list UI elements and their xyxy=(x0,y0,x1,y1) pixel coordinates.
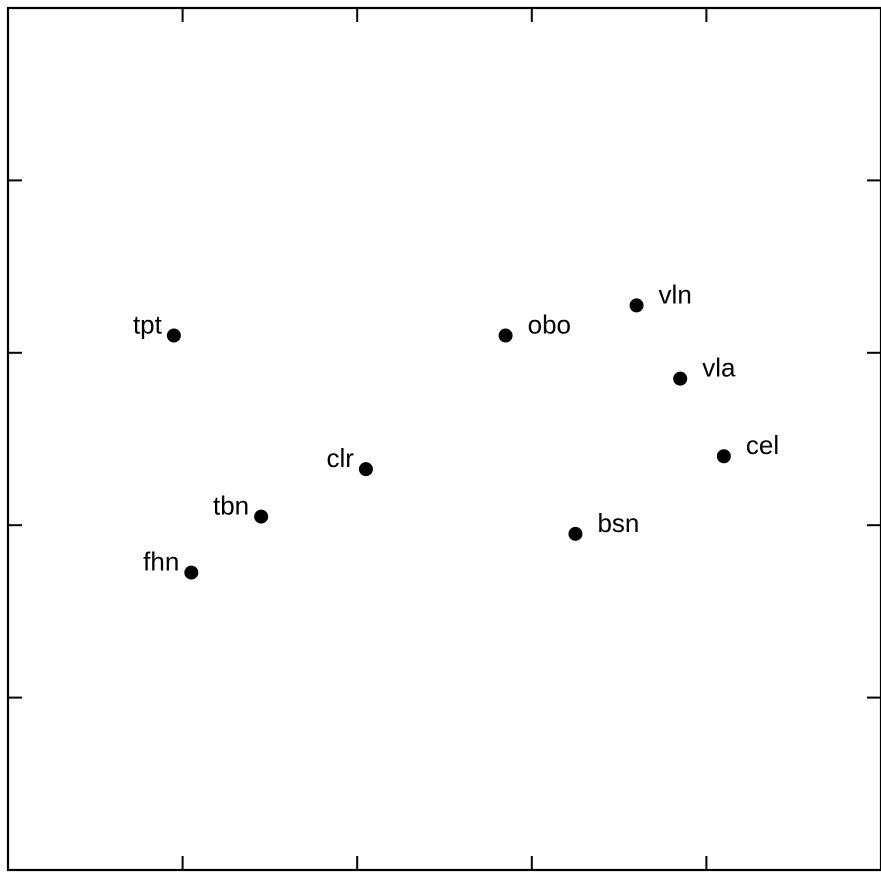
label-obo: obo xyxy=(528,310,571,340)
label-cel: cel xyxy=(746,430,779,460)
label-tpt: tpt xyxy=(133,310,163,340)
label-bsn: bsn xyxy=(597,508,639,538)
plot-frame xyxy=(6,6,881,872)
axis-ticks xyxy=(8,8,881,870)
point-bsn xyxy=(568,526,583,541)
point-cel xyxy=(716,449,731,464)
label-vln: vln xyxy=(659,279,692,309)
label-tbn: tbn xyxy=(213,491,249,521)
point-labels: tpt obo vln vla cel clr tbn bsn fhn xyxy=(133,279,779,576)
point-tbn xyxy=(254,509,269,524)
label-clr: clr xyxy=(326,443,354,473)
label-fhn: fhn xyxy=(143,547,179,577)
point-vln xyxy=(629,298,644,313)
point-fhn xyxy=(184,565,199,580)
data-points xyxy=(166,298,731,580)
point-clr xyxy=(358,462,373,477)
point-vla xyxy=(673,371,688,386)
point-obo xyxy=(498,328,513,343)
point-tpt xyxy=(166,328,181,343)
label-vla: vla xyxy=(702,353,736,383)
